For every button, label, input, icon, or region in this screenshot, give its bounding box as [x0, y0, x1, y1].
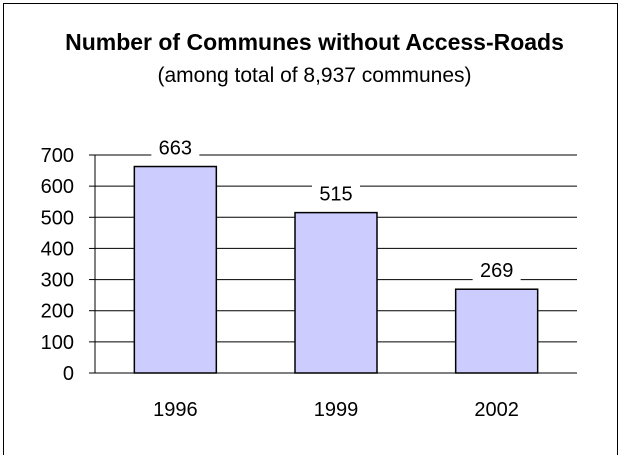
data-labels: 663 515 269: [151, 133, 521, 284]
y-axis: 0 100 200 300 400 500 600 700: [41, 145, 96, 385]
x-tick-label: 2002: [474, 399, 519, 421]
chart-subtitle: (among total of 8,937 communes): [157, 64, 472, 87]
y-tick-label: 200: [41, 301, 74, 323]
y-tick-label: 0: [63, 363, 74, 385]
data-label: 515: [319, 184, 352, 206]
y-tick-label: 100: [41, 332, 74, 354]
y-tick-label: 400: [41, 238, 74, 260]
y-tick-label: 300: [41, 270, 74, 292]
bars: [133, 165, 539, 374]
data-label: 663: [159, 138, 192, 160]
x-axis: 1996 1999 2002: [95, 372, 577, 421]
data-label-background: [312, 179, 360, 207]
bar-2002: [454, 288, 539, 374]
chart-title: Number of Communes without Access-Roads: [65, 29, 564, 55]
chart-frame: [3, 3, 618, 455]
y-tick-label: 500: [41, 207, 74, 229]
y-tick-label: 700: [41, 145, 74, 167]
data-label: 269: [480, 260, 513, 282]
x-tick-label: 1996: [153, 399, 198, 421]
x-tick-label: 1999: [314, 399, 359, 421]
data-label-background: [472, 256, 521, 284]
bar-1996: [133, 165, 218, 374]
data-label-background: [151, 133, 200, 161]
bar-1999: [294, 211, 378, 374]
y-tick-label: 600: [41, 176, 74, 198]
